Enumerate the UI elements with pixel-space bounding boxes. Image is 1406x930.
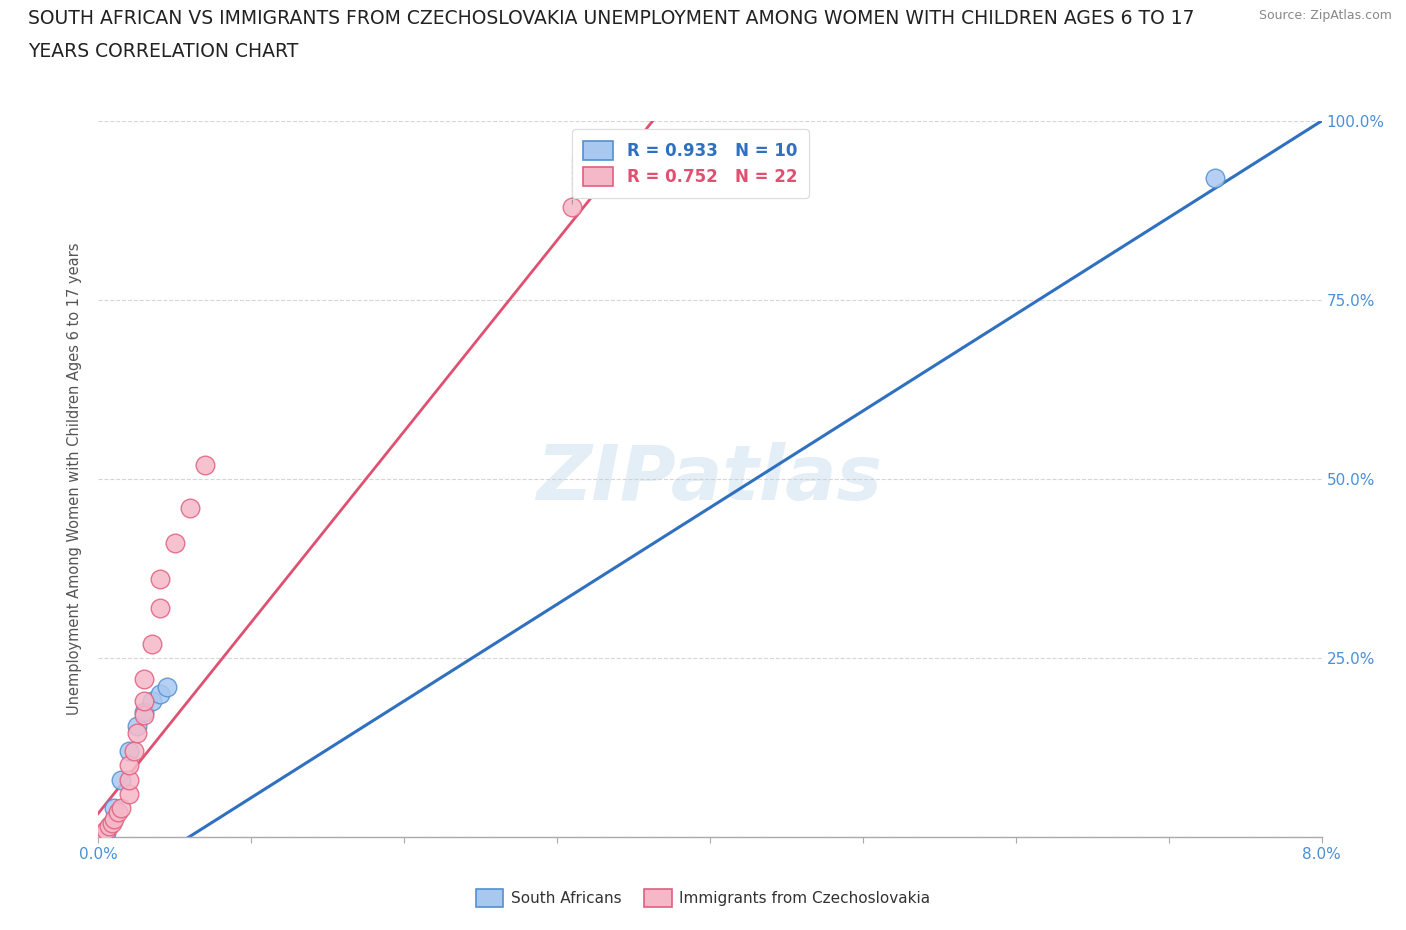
Point [125, 719, 148, 734]
Point [118, 744, 141, 759]
Point [179, 500, 201, 515]
Point [149, 601, 172, 616]
Point [149, 572, 172, 587]
Legend: R = 0.933   N = 10, R = 0.752   N = 22: R = 0.933 N = 10, R = 0.752 N = 22 [572, 129, 808, 198]
Point [118, 787, 141, 802]
Point [134, 708, 156, 723]
Point [91, 826, 114, 841]
Legend: South Africans, Immigrants from Czechoslovakia: South Africans, Immigrants from Czechosl… [470, 884, 936, 913]
Point [561, 199, 583, 214]
Point [125, 725, 148, 740]
Y-axis label: Unemployment Among Women with Children Ages 6 to 17 years: Unemployment Among Women with Children A… [67, 243, 83, 715]
Point [1204, 171, 1226, 186]
Point [94, 822, 117, 837]
Point [134, 672, 156, 687]
Point [101, 816, 124, 830]
Point [98, 818, 121, 833]
Text: Source: ZipAtlas.com: Source: ZipAtlas.com [1258, 9, 1392, 22]
Point [107, 804, 129, 819]
Point [156, 679, 179, 694]
Text: YEARS CORRELATION CHART: YEARS CORRELATION CHART [28, 42, 298, 60]
Point [122, 744, 145, 759]
Point [103, 801, 125, 816]
Point [141, 694, 163, 709]
Point [118, 772, 141, 787]
Point [103, 812, 125, 827]
Point [110, 772, 132, 787]
Point [94, 826, 117, 841]
Point [134, 694, 156, 709]
Point [141, 636, 163, 651]
Text: SOUTH AFRICAN VS IMMIGRANTS FROM CZECHOSLOVAKIA UNEMPLOYMENT AMONG WOMEN WITH CH: SOUTH AFRICAN VS IMMIGRANTS FROM CZECHOS… [28, 9, 1195, 28]
Text: ZIPatlas: ZIPatlas [537, 442, 883, 516]
Point [110, 801, 132, 816]
Point [149, 686, 172, 701]
Point [163, 536, 186, 551]
Point [118, 758, 141, 773]
Point [134, 704, 156, 719]
Point [194, 458, 217, 472]
